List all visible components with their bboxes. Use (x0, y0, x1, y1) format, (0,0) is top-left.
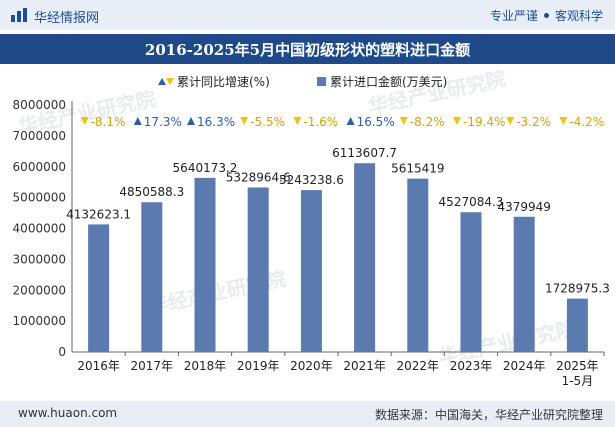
growth-label: -5.5% (250, 115, 285, 129)
footer: www.huaon.com 数据来源：中国海关，华经产业研究院整理 (0, 401, 615, 427)
y-tick-label: 4000000 (13, 222, 66, 236)
legend-label-growth: 累计同比增速(%) (177, 75, 270, 89)
bar (354, 163, 376, 352)
growth-label: 16.3% (197, 115, 235, 129)
bar-value-label: 5640173.2 (173, 161, 238, 175)
legend-up-triangle-icon (158, 78, 166, 85)
x-tick-label: 2016年 (77, 359, 120, 373)
y-tick-label: 7000000 (13, 129, 66, 143)
y-tick-label: 8000000 (13, 98, 66, 112)
growth-label: -19.4% (463, 115, 505, 129)
growth-label: 17.3% (144, 115, 182, 129)
top-band: 华经情报网 专业严谨 客观科学 (0, 0, 615, 30)
slogan-right: 客观科学 (554, 9, 603, 23)
chart-title: 2016-2025年5月中国初级形状的塑料进口金额 (144, 41, 471, 59)
slogan: 专业严谨 客观科学 (490, 7, 603, 24)
logo-icon (11, 8, 27, 22)
bar-value-label: 4850588.3 (119, 185, 184, 199)
y-tick-label: 0 (58, 345, 66, 359)
bar-value-label: 4527084.3 (439, 195, 504, 209)
growth-down-icon (506, 117, 515, 125)
bar (407, 178, 429, 352)
website-url: www.huaon.com (18, 406, 118, 420)
bar-value-label: 4132623.1 (66, 207, 131, 221)
growth-down-icon (293, 117, 302, 125)
y-tick-label: 2000000 (13, 283, 66, 297)
growth-label: -1.6% (303, 115, 338, 129)
growth-down-icon (240, 117, 249, 125)
growth-up-icon (346, 117, 355, 125)
growth-label: -8.1% (91, 115, 126, 129)
growth-label: -4.2% (569, 115, 604, 129)
brand-name: 华经情报网 (34, 11, 100, 26)
bar (141, 202, 163, 352)
growth-down-icon (559, 117, 568, 125)
growth-up-icon (133, 117, 142, 125)
x-tick-label: 2018年 (184, 359, 227, 373)
data-source: 数据来源：中国海关，华经产业研究院整理 (374, 408, 603, 422)
growth-down-icon (399, 117, 408, 125)
legend-swatch-amount (317, 77, 326, 86)
bar-value-label: 1728975.3 (545, 282, 610, 296)
bar-value-label: 5243238.6 (279, 173, 344, 187)
y-tick-label: 5000000 (13, 191, 66, 205)
growth-down-icon (453, 117, 461, 125)
x-tick-label: 2021年 (343, 359, 386, 373)
bar (566, 298, 588, 352)
legend-down-triangle-icon (166, 78, 174, 85)
y-tick-label: 1000000 (13, 314, 66, 328)
x-tick-label: 1-5月 (562, 374, 594, 388)
growth-label: -3.2% (516, 115, 551, 129)
y-tick-label: 6000000 (13, 160, 66, 174)
bar (88, 224, 110, 352)
growth-label: 16.5% (357, 115, 395, 129)
x-tick-label: 2025年 (556, 359, 599, 373)
legend-label-amount: 累计进口金额(万美元) (330, 74, 447, 89)
slogan-left: 专业严谨 (489, 9, 538, 23)
x-tick-label: 2023年 (450, 359, 493, 373)
x-tick-label: 2019年 (237, 359, 280, 373)
x-tick-label: 2020年 (290, 359, 333, 373)
x-tick-label: 2017年 (131, 359, 174, 373)
x-tick-label: 2024年 (503, 359, 546, 373)
growth-up-icon (187, 117, 195, 125)
growth-label: -8.2% (410, 115, 445, 129)
x-tick-label: 2022年 (397, 359, 440, 373)
bar-value-label: 5615419 (391, 162, 444, 176)
bar-value-label: 5328964.6 (226, 170, 291, 184)
dot-separator (543, 13, 549, 18)
bar (300, 190, 322, 352)
bar (247, 187, 269, 352)
growth-down-icon (80, 117, 89, 125)
bar-value-label: 6113607.7 (332, 146, 397, 160)
y-tick-label: 3000000 (13, 252, 66, 266)
bar (513, 216, 535, 352)
bar (460, 212, 482, 352)
title-bar: 2016-2025年5月中国初级形状的塑料进口金额 (0, 34, 615, 64)
bar-value-label: 4379949 (497, 200, 550, 214)
bar (194, 177, 216, 352)
